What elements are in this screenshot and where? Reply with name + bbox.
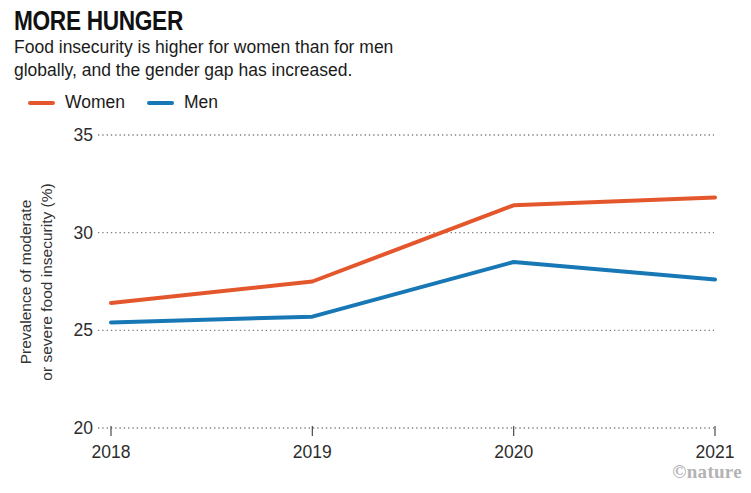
women-line — [111, 198, 715, 303]
x-tick-label-2020: 2020 — [494, 442, 533, 462]
chart-card: MORE HUNGER Food insecurity is higher fo… — [0, 0, 751, 493]
line-chart: 20 25 30 35 2018 2019 2020 2021 — [0, 0, 751, 493]
y-tick-label-35: 35 — [74, 125, 93, 145]
x-tick-label-2018: 2018 — [92, 442, 131, 462]
y-tick-label-30: 30 — [74, 223, 94, 243]
y-tick-label-25: 25 — [74, 320, 93, 340]
x-tick-label-2019: 2019 — [293, 442, 332, 462]
y-tick-label-20: 20 — [74, 418, 94, 438]
nature-credit: ©nature — [672, 461, 742, 483]
x-tick-label-2021: 2021 — [696, 442, 735, 462]
